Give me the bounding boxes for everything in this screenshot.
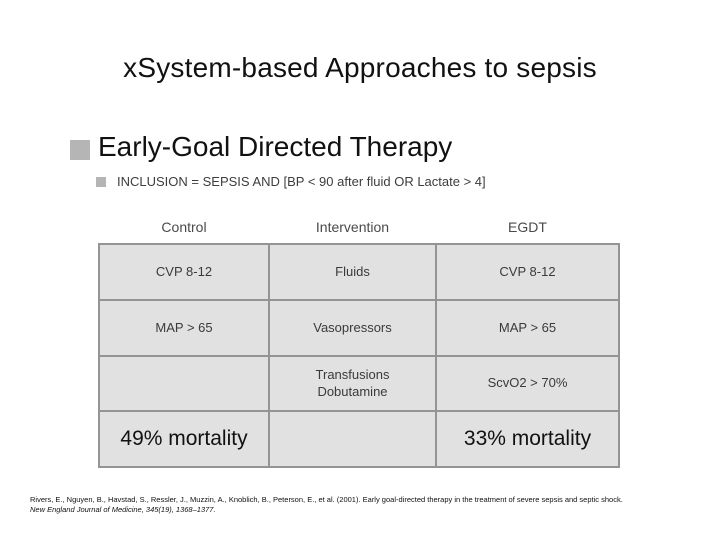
table-cell-egdt-scvo2: ScvO2 > 70% — [437, 357, 618, 410]
table-cell-intervention-fluids: Fluids — [270, 245, 435, 299]
table-cell-egdt-mortality: 33% mortality — [437, 412, 618, 466]
table-cell-egdt-map: MAP > 65 — [437, 301, 618, 355]
table-column-headers: Control Intervention EGDT — [100, 219, 618, 235]
citation: Rivers, E., Nguyen, B., Havstad, S., Res… — [30, 495, 714, 515]
slide-title: xSystem-based Approaches to sepsis — [123, 52, 597, 83]
table-cell-control-mortality: 49% mortality — [100, 412, 268, 466]
column-header-control: Control — [161, 219, 207, 235]
table-cell-control-cvp: CVP 8-12 — [100, 245, 268, 299]
egdt-table: CVP 8-12 Fluids CVP 8-12 MAP > 65 Vasopr… — [98, 243, 620, 468]
bullet-square-icon — [70, 140, 90, 160]
table-cell-control-map: MAP > 65 — [100, 301, 268, 355]
citation-authors-title: Rivers, E., Nguyen, B., Havstad, S., Res… — [30, 495, 623, 504]
table-cell-intervention-vasopressors: Vasopressors — [270, 301, 435, 355]
table-cell-control-empty — [100, 357, 268, 410]
citation-journal: New England Journal of Medicine, 345(19)… — [30, 505, 216, 514]
table-cell-egdt-cvp: CVP 8-12 — [437, 245, 618, 299]
column-header-egdt: EGDT — [508, 219, 547, 235]
column-header-intervention: Intervention — [315, 219, 390, 235]
sub-bullet-square-icon — [96, 176, 106, 187]
bullet-level2: INCLUSION = SEPSIS AND [BP < 90 after fl… — [96, 174, 486, 189]
bullet-level1-text: Early-Goal Directed Therapy — [98, 131, 453, 162]
table-cell-intervention-transfusions-dobutamine: Transfusions Dobutamine — [270, 357, 435, 410]
bullet-level1: Early-Goal Directed Therapy — [70, 131, 452, 163]
inclusion-criteria-text: INCLUSION = SEPSIS AND [BP < 90 after fl… — [117, 174, 486, 189]
table-cell-intervention-empty — [270, 412, 435, 466]
